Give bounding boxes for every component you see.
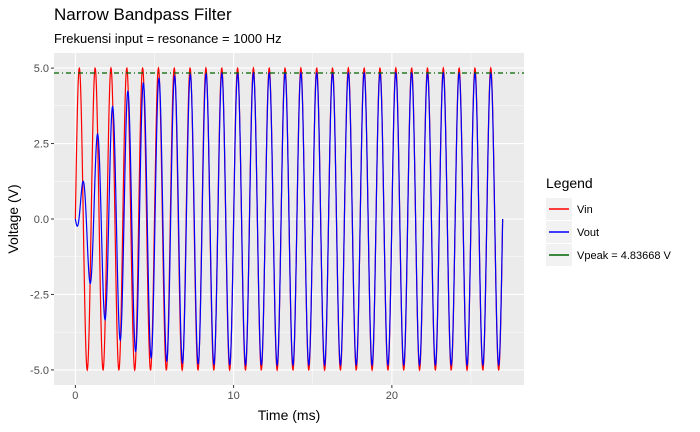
y-tick-label: 5.0	[34, 63, 49, 75]
y-tick-label: -5.0	[30, 365, 49, 377]
legend-label: Vout	[577, 227, 599, 239]
y-axis-title: Voltage (V)	[5, 184, 21, 253]
legend-label: Vin	[577, 204, 593, 216]
legend: Legend Vin Vout Vpeak = 4.83668 V	[546, 175, 672, 266]
series-vout-line	[74, 71, 504, 367]
x-tick-label: 20	[386, 390, 398, 402]
x-tick-label: 10	[227, 390, 239, 402]
legend-title: Legend	[546, 175, 593, 191]
series-layer	[54, 66, 524, 372]
legend-label: Vpeak = 4.83668 V	[577, 250, 672, 262]
y-tick-label: -2.5	[30, 289, 49, 301]
chart-title: Narrow Bandpass Filter	[54, 5, 232, 24]
chart-subtitle: Frekuensi input = resonance = 1000 Hz	[54, 31, 282, 46]
x-tick-label: 0	[72, 390, 78, 402]
y-tick-label: 0.0	[34, 214, 49, 226]
x-axis-title: Time (ms)	[258, 407, 320, 423]
axis-ticks: 0 10 20 -5.0 -2.5 0.0 2.5 5.0	[30, 63, 398, 402]
y-tick-label: 2.5	[34, 139, 49, 151]
